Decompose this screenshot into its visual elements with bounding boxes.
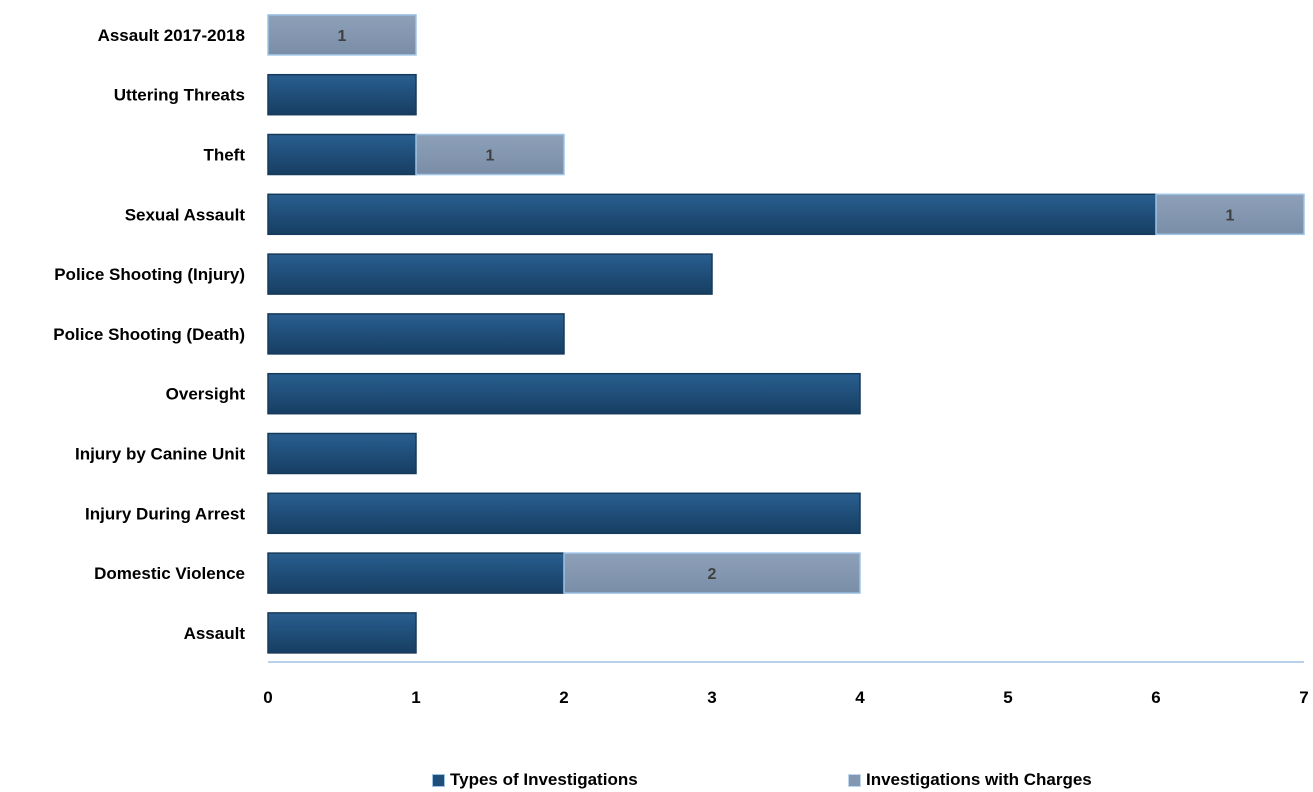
category-label-injury-during-arrest: Injury During Arrest [85, 504, 245, 523]
bars-layer [267, 14, 1305, 654]
legend-item-charges: Investigations with Charges [848, 770, 1092, 790]
legend-item-types: Types of Investigations [432, 770, 638, 790]
bar-types-of-investigations-oversight [267, 372, 861, 415]
category-label-injury-by-canine-unit: Injury by Canine Unit [75, 445, 245, 464]
bar-investigations-with-charges-assault-2017-2018 [267, 14, 417, 56]
bar-investigations-with-charges-theft [415, 133, 565, 176]
labels-layer: Assault 2017-2018 1 Uttering Threats Theft 1… [53, 26, 1308, 707]
bar-types-of-investigations-police-shooting-injury [267, 253, 713, 295]
category-label-sexual-assault: Sexual Assault [125, 205, 246, 224]
x-tick-label-5: 5 [1003, 688, 1012, 707]
legend-label-charges: Investigations with Charges [866, 770, 1092, 789]
category-label-assault: Assault [184, 624, 246, 643]
category-label-police-shooting-death: Police Shooting (Death) [53, 325, 245, 344]
bar-types-of-investigations-injury-by-canine-unit [267, 432, 417, 475]
data-label-investigations-with-charges-domestic-violence: 2 [708, 566, 717, 583]
data-label-investigations-with-charges-sexual-assault: 1 [1226, 207, 1235, 224]
bar-types-of-investigations-domestic-violence [267, 552, 565, 594]
bar-investigations-with-charges-sexual-assault [1155, 193, 1305, 236]
bar-types-of-investigations-sexual-assault [267, 193, 1157, 236]
x-tick-label-4: 4 [855, 688, 865, 707]
bar-types-of-investigations-assault [267, 612, 417, 654]
category-label-theft: Theft [203, 146, 245, 165]
bar-types-of-investigations-uttering-threats [267, 73, 417, 116]
data-label-investigations-with-charges-assault-2017-2018: 1 [338, 28, 347, 45]
legend: Types of Investigations Investigations w… [0, 770, 1313, 792]
category-label-domestic-violence: Domestic Violence [94, 564, 245, 583]
category-label-police-shooting-injury: Police Shooting (Injury) [54, 265, 245, 284]
x-tick-label-2: 2 [559, 688, 568, 707]
category-label-assault-2017-2018: Assault 2017-2018 [98, 26, 245, 45]
legend-swatch-types [432, 773, 445, 787]
category-label-uttering-threats: Uttering Threats [114, 86, 245, 105]
legend-label-types: Types of Investigations [450, 770, 638, 789]
bar-types-of-investigations-police-shooting-death [267, 313, 565, 355]
x-tick-label-7: 7 [1299, 688, 1308, 707]
data-label-investigations-with-charges-theft: 1 [486, 148, 495, 165]
bar-investigations-with-charges-domestic-violence [563, 552, 861, 594]
x-tick-label-0: 0 [263, 688, 272, 707]
x-tick-label-1: 1 [411, 688, 420, 707]
x-tick-label-3: 3 [707, 688, 716, 707]
legend-swatch-charges [848, 773, 861, 787]
x-tick-label-6: 6 [1151, 688, 1160, 707]
bar-types-of-investigations-injury-during-arrest [267, 492, 861, 535]
bar-types-of-investigations-theft [267, 133, 417, 176]
category-label-oversight: Oversight [166, 385, 246, 404]
